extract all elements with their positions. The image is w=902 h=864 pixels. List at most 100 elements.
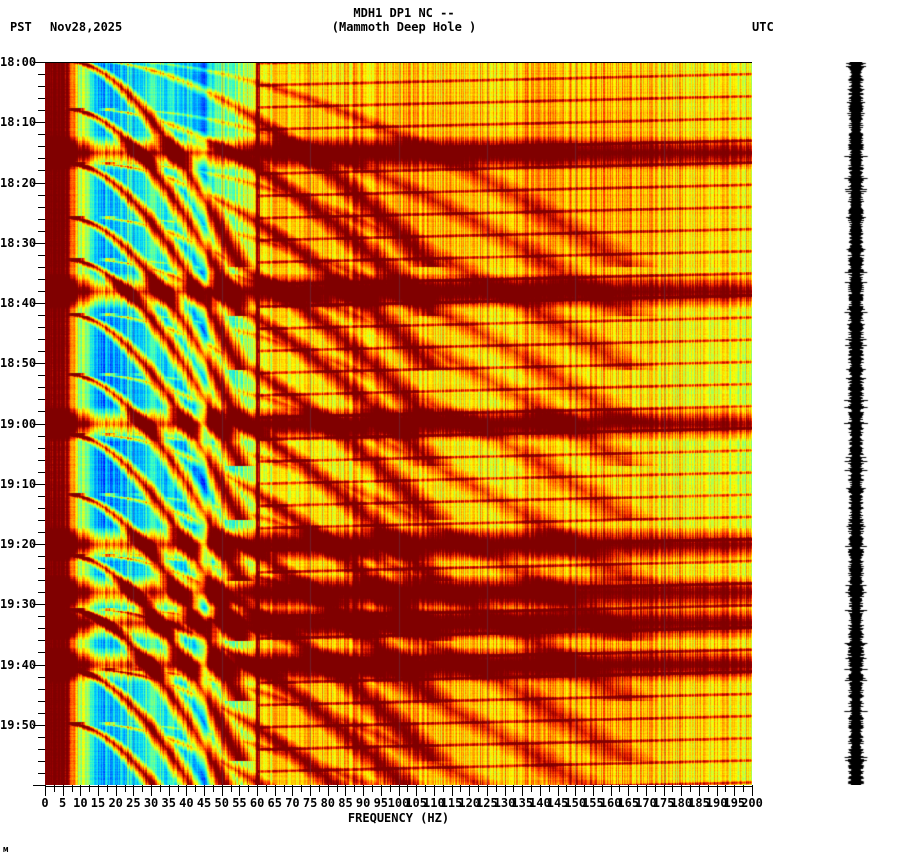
time-minor-tick [38,86,45,87]
time-minor-tick [38,375,45,376]
frequency-tick-label: 115 [440,796,463,810]
time-label-pst: 19:00 [0,416,37,431]
time-minor-tick [38,351,45,352]
frequency-major-tick [151,785,152,796]
time-minor-tick [38,713,45,714]
frequency-minor-tick [89,785,90,792]
frequency-major-tick [646,785,647,796]
spectrogram-canvas [45,62,752,785]
frequency-minor-tick [743,785,744,792]
time-minor-tick [38,580,45,581]
time-label-pst: 18:50 [0,356,37,371]
frequency-minor-tick [284,785,285,792]
frequency-minor-tick [337,785,338,792]
time-major-tick [33,785,45,786]
time-major-tick [33,544,45,545]
time-major-tick [33,243,45,244]
frequency-axis: 0 5 10 15 20 25 30 35 40 45 50 55 60 65 70 75 80 85 90 95 10… [0,785,902,864]
frequency-major-tick [734,785,735,796]
frequency-minor-tick [619,785,620,792]
frequency-minor-tick [195,785,196,792]
frequency-tick-label: 85 [338,796,353,810]
time-minor-tick [38,532,45,533]
frequency-minor-tick [725,785,726,792]
frequency-major-tick [239,785,240,796]
frequency-major-tick [345,785,346,796]
time-minor-tick [38,508,45,509]
frequency-major-tick [381,785,382,796]
time-label-pst: 18:10 [0,115,37,130]
time-minor-tick [38,737,45,738]
frequency-minor-tick [142,785,143,792]
timezone-label-left: PST [10,20,32,34]
time-minor-tick [38,640,45,641]
time-minor-tick [38,327,45,328]
frequency-tick-label: 190 [705,796,728,810]
time-minor-tick [38,773,45,774]
frequency-major-tick [487,785,488,796]
corner-artifact-mark: м [3,845,9,855]
time-minor-tick [38,219,45,220]
frequency-major-tick [63,785,64,796]
frequency-minor-tick [690,785,691,792]
frequency-minor-tick [231,785,232,792]
frequency-tick-label: 155 [582,796,604,810]
frequency-tick-label: 55 [232,796,247,810]
frequency-tick-label: 130 [493,796,516,810]
time-minor-tick [38,267,45,268]
frequency-major-tick [593,785,594,796]
time-minor-tick [38,387,45,388]
frequency-minor-tick [655,785,656,792]
frequency-major-tick [257,785,258,796]
time-label-pst: 18:40 [0,296,37,310]
time-major-tick [33,424,45,425]
frequency-major-tick [505,785,506,796]
frequency-major-tick [558,785,559,796]
frequency-major-tick [611,785,612,796]
frequency-minor-tick [125,785,126,792]
frequency-major-tick [222,785,223,796]
frequency-tick-label: 180 [670,796,693,810]
time-minor-tick [38,749,45,750]
time-major-tick [33,62,45,63]
time-axis-pst: 18:00 18:10 18:20 18:30 18:40 18:50 19:00 19:10… [0,0,45,864]
time-minor-tick [38,677,45,678]
time-minor-tick [38,255,45,256]
frequency-tick-label: 145 [546,796,569,810]
frequency-tick-label: 160 [599,796,622,810]
frequency-minor-tick [531,785,532,792]
frequency-tick-label: 200 [741,796,763,810]
frequency-tick-label: 135 [511,796,534,810]
frequency-tick-label: 10 [73,796,88,810]
time-minor-tick [38,134,45,135]
amplitude-trace [843,62,869,785]
frequency-tick-label: 105 [405,796,428,810]
frequency-minor-tick [319,785,320,792]
frequency-tick-label: 90 [355,796,371,810]
frequency-minor-tick [390,785,391,792]
time-minor-tick [38,496,45,497]
frequency-minor-tick [301,785,302,792]
frequency-major-tick [45,785,46,796]
station-title-line2-text: (Mammoth Deep Hole ) [331,20,477,34]
time-major-tick [33,484,45,485]
frequency-major-tick [399,785,400,796]
time-minor-tick [38,98,45,99]
time-axis-utc: 02:0002:1002:2002:3002:4002:5003:0003:10… [752,0,902,864]
time-minor-tick [38,689,45,690]
frequency-minor-tick [72,785,73,792]
frequency-minor-tick [160,785,161,792]
frequency-major-tick [717,785,718,796]
frequency-tick-label: 65 [267,796,282,810]
time-major-tick [33,303,45,304]
time-label-pst: 19:20 [0,537,37,551]
frequency-major-tick [133,785,134,796]
frequency-major-tick [275,785,276,796]
frequency-minor-tick [372,785,373,792]
frequency-major-tick [204,785,205,796]
frequency-minor-tick [496,785,497,792]
time-minor-tick [38,279,45,280]
time-label-pst: 18:00 [0,55,37,69]
frequency-minor-tick [672,785,673,792]
frequency-minor-tick [566,785,567,792]
